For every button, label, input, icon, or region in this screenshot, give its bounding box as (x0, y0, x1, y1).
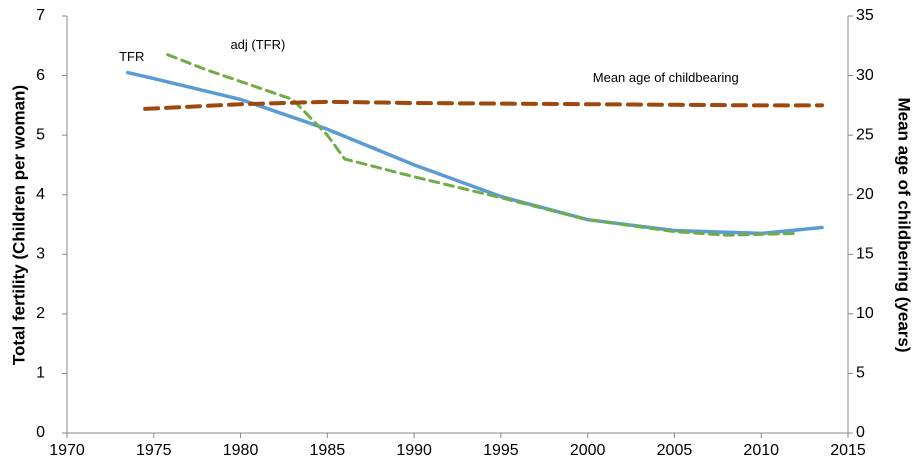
y-tick-label: 4 (36, 186, 45, 203)
series-line (143, 99, 824, 111)
x-tick-label: 1980 (223, 442, 259, 459)
x-tick-label: 1990 (396, 442, 432, 459)
y2-tick-label: 5 (856, 365, 865, 382)
y2-axis-title: Mean age of childbering (years) (895, 97, 914, 352)
y2-tick-label: 10 (856, 305, 874, 322)
x-tick-label: 1995 (483, 442, 519, 459)
series-line (166, 53, 798, 237)
y2-tick-label: 25 (856, 126, 874, 143)
y2-tick-label: 35 (856, 7, 874, 24)
y-tick-label: 0 (36, 424, 45, 441)
y-tick-label: 2 (36, 305, 45, 322)
x-tick-label: 1970 (49, 442, 85, 459)
series-label: TFR (119, 49, 144, 64)
x-tick-label: 1975 (136, 442, 172, 459)
x-tick-label: 1985 (310, 442, 346, 459)
x-tick-label: 2015 (830, 442, 866, 459)
y2-tick-label: 0 (856, 424, 865, 441)
y-tick-label: 7 (36, 7, 45, 24)
y2-tick-label: 30 (856, 67, 874, 84)
x-tick-label: 2000 (570, 442, 606, 459)
y-tick-label: 6 (36, 67, 45, 84)
y-tick-label: 1 (36, 365, 45, 382)
series-label: Mean age of childbearing (593, 70, 739, 85)
y2-tick-label: 15 (856, 246, 874, 263)
x-tick-label: 2005 (657, 442, 693, 459)
y-tick-label: 3 (36, 246, 45, 263)
series-line (125, 70, 824, 236)
x-tick-label: 2010 (743, 442, 779, 459)
y2-tick-label: 20 (856, 186, 874, 203)
y-axis-title: Total fertility (Children per woman) (9, 85, 28, 365)
series-label: adj (TFR) (230, 37, 285, 52)
y-tick-label: 5 (36, 126, 45, 143)
